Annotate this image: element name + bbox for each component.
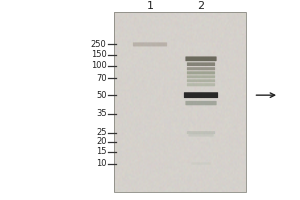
Bar: [114, 12, 246, 192]
FancyBboxPatch shape: [187, 67, 215, 70]
Text: 150: 150: [91, 50, 106, 59]
FancyBboxPatch shape: [188, 134, 214, 137]
Text: 250: 250: [91, 40, 106, 49]
Text: 35: 35: [96, 109, 106, 118]
FancyBboxPatch shape: [187, 79, 215, 82]
Text: 1: 1: [146, 1, 154, 11]
Text: 10: 10: [96, 159, 106, 168]
FancyBboxPatch shape: [187, 71, 215, 74]
Text: 20: 20: [96, 137, 106, 146]
Text: 100: 100: [91, 62, 106, 71]
Text: 25: 25: [96, 128, 106, 137]
FancyBboxPatch shape: [133, 42, 167, 46]
FancyBboxPatch shape: [185, 56, 217, 61]
FancyBboxPatch shape: [187, 75, 215, 78]
FancyBboxPatch shape: [191, 162, 211, 165]
FancyBboxPatch shape: [187, 62, 215, 66]
FancyBboxPatch shape: [185, 101, 217, 105]
FancyBboxPatch shape: [184, 92, 218, 98]
Text: 15: 15: [96, 147, 106, 156]
Text: 50: 50: [96, 91, 106, 100]
Text: 70: 70: [96, 74, 106, 83]
FancyBboxPatch shape: [187, 83, 215, 86]
FancyBboxPatch shape: [187, 131, 215, 134]
Text: 2: 2: [197, 1, 205, 11]
